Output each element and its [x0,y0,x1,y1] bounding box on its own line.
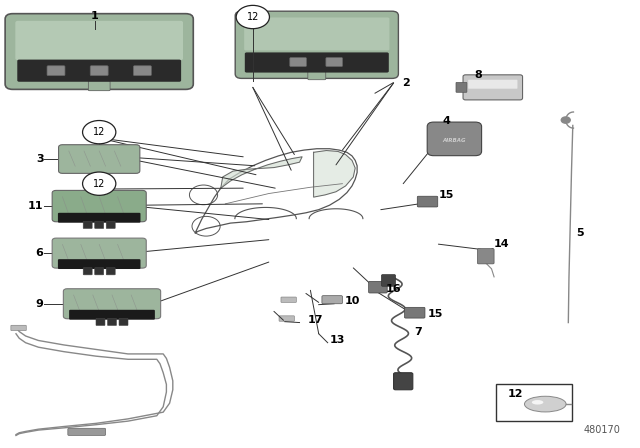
Circle shape [83,121,116,144]
Text: 13: 13 [330,336,345,345]
FancyBboxPatch shape [428,122,481,155]
Text: 16: 16 [385,284,401,294]
FancyBboxPatch shape [52,190,147,222]
Text: 1: 1 [91,11,99,21]
Text: 6: 6 [36,248,44,258]
FancyBboxPatch shape [245,52,388,73]
Text: 14: 14 [494,239,509,249]
FancyBboxPatch shape [69,310,155,320]
Text: 12: 12 [93,179,106,189]
Circle shape [83,172,116,195]
FancyBboxPatch shape [496,384,572,421]
Text: 480170: 480170 [584,426,621,435]
Text: 2: 2 [402,78,410,88]
FancyBboxPatch shape [52,238,147,268]
FancyBboxPatch shape [456,82,467,92]
FancyBboxPatch shape [134,66,151,76]
FancyBboxPatch shape [68,428,106,435]
Text: 8: 8 [475,70,483,80]
FancyBboxPatch shape [468,80,518,89]
Text: 17: 17 [307,315,323,325]
FancyBboxPatch shape [394,373,413,390]
Text: 5: 5 [576,228,584,238]
FancyBboxPatch shape [106,268,115,275]
FancyBboxPatch shape [404,307,425,318]
FancyBboxPatch shape [95,221,104,228]
FancyBboxPatch shape [417,196,438,207]
Polygon shape [221,157,302,188]
FancyBboxPatch shape [88,81,110,90]
FancyBboxPatch shape [244,17,390,51]
FancyBboxPatch shape [17,60,181,82]
FancyBboxPatch shape [90,66,108,76]
FancyBboxPatch shape [326,57,342,66]
Ellipse shape [525,396,566,412]
FancyBboxPatch shape [463,75,522,100]
Text: 12: 12 [93,127,106,137]
FancyBboxPatch shape [58,213,141,223]
Circle shape [236,5,269,29]
FancyBboxPatch shape [477,249,494,264]
FancyBboxPatch shape [281,297,296,302]
FancyBboxPatch shape [47,66,65,76]
Text: 4: 4 [443,116,451,126]
Text: 12: 12 [246,12,259,22]
Ellipse shape [532,400,543,405]
FancyBboxPatch shape [381,275,396,286]
Text: 12: 12 [508,389,523,399]
FancyBboxPatch shape [63,289,161,319]
FancyBboxPatch shape [11,325,26,331]
FancyBboxPatch shape [279,316,294,321]
FancyBboxPatch shape [96,319,105,326]
Text: 3: 3 [36,154,44,164]
Text: 15: 15 [438,190,454,200]
Text: 11: 11 [28,201,44,211]
Text: AIRBAG: AIRBAG [443,138,466,143]
FancyBboxPatch shape [290,57,307,66]
Polygon shape [314,151,355,197]
Text: 10: 10 [344,296,360,306]
Text: 15: 15 [428,309,443,319]
FancyBboxPatch shape [15,21,183,60]
FancyBboxPatch shape [308,71,326,80]
Circle shape [561,117,570,123]
FancyBboxPatch shape [83,268,92,275]
FancyBboxPatch shape [119,319,128,326]
Text: 7: 7 [414,327,422,336]
FancyBboxPatch shape [369,281,387,293]
FancyBboxPatch shape [106,221,115,228]
FancyBboxPatch shape [236,11,398,78]
FancyBboxPatch shape [322,296,342,304]
FancyBboxPatch shape [59,145,140,173]
FancyBboxPatch shape [108,319,116,326]
FancyBboxPatch shape [58,259,141,269]
FancyBboxPatch shape [95,268,104,275]
FancyBboxPatch shape [5,13,193,90]
Text: 9: 9 [36,299,44,309]
FancyBboxPatch shape [83,221,92,228]
